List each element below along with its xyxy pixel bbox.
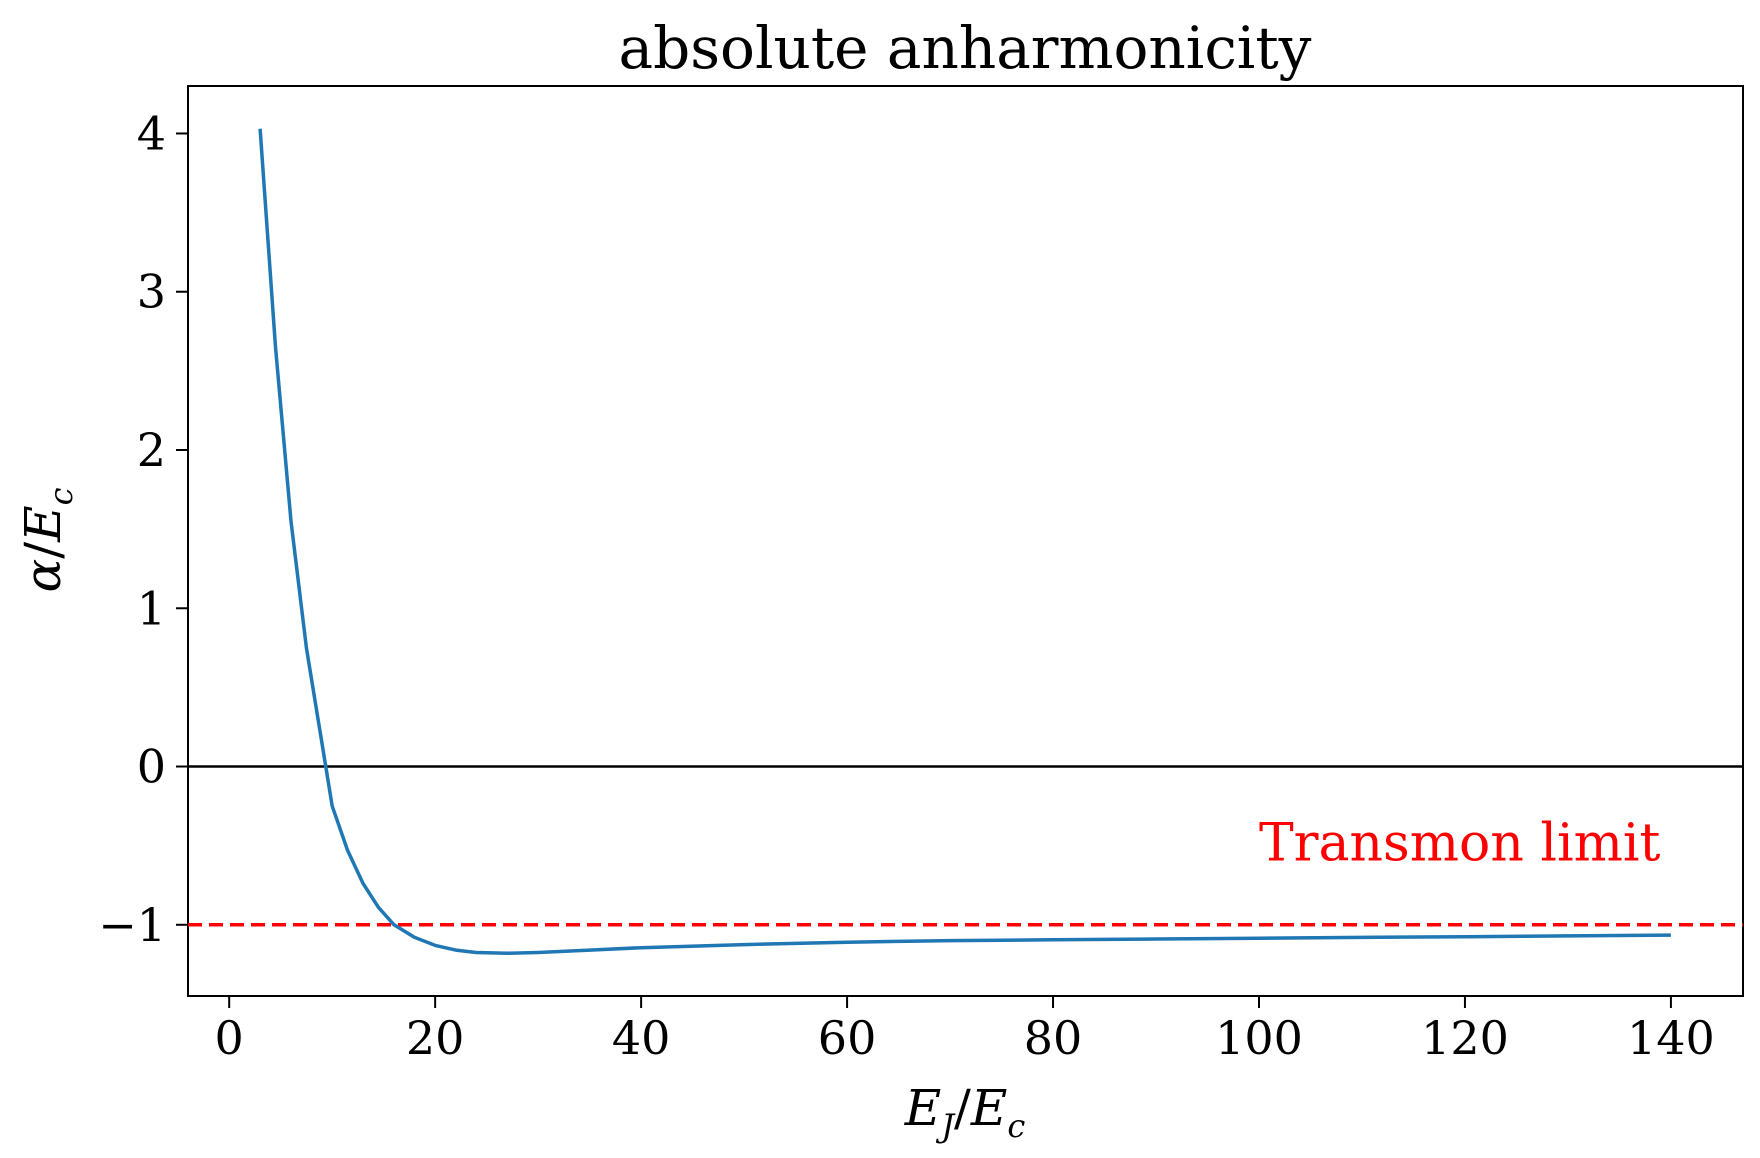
x-tick-label: 60 bbox=[818, 1011, 877, 1065]
y-axis-ticks: 4 3 2 1 0 −1 bbox=[98, 106, 188, 952]
y-axis-title-slash: / bbox=[14, 542, 72, 559]
x-tick-label: 100 bbox=[1215, 1011, 1303, 1065]
transmon-limit-label: Transmon limit bbox=[1259, 813, 1661, 873]
x-tick-label: 0 bbox=[215, 1011, 244, 1065]
y-tick-label: 1 bbox=[137, 581, 166, 635]
annotations: Transmon limit bbox=[1259, 813, 1661, 873]
y-tick-label: 3 bbox=[137, 265, 166, 319]
y-tick-label: −1 bbox=[98, 898, 166, 952]
x-tick-label: 20 bbox=[406, 1011, 465, 1065]
chart-title: absolute anharmonicity bbox=[619, 14, 1312, 82]
y-tick-label: 4 bbox=[137, 106, 166, 160]
y-axis-title-alpha: α bbox=[14, 559, 72, 593]
x-axis-title-e: E bbox=[904, 1079, 942, 1137]
y-tick-label: 0 bbox=[137, 740, 166, 794]
x-axis-title-e2: E bbox=[970, 1079, 1008, 1137]
y-axis-title-e: E bbox=[14, 505, 72, 543]
x-tick-label: 80 bbox=[1024, 1011, 1083, 1065]
x-axis-title-sub-j: J bbox=[935, 1107, 956, 1145]
x-axis-title-slash: / bbox=[954, 1079, 971, 1137]
y-axis-title: α/Ec bbox=[14, 487, 80, 592]
x-axis-title-sub-c: c bbox=[1007, 1107, 1025, 1145]
x-tick-label: 40 bbox=[612, 1011, 671, 1065]
y-axis-title-sub-c: c bbox=[42, 487, 80, 505]
x-axis-ticks: 0 20 40 60 80 100 120 140 bbox=[215, 996, 1715, 1065]
series-group bbox=[258, 128, 1671, 956]
series-line bbox=[258, 128, 1671, 956]
plot-frame bbox=[187, 85, 1744, 997]
y-tick-label: 2 bbox=[137, 423, 166, 477]
x-tick-label: 120 bbox=[1421, 1011, 1509, 1065]
reference-lines bbox=[188, 765, 1743, 927]
x-tick-label: 140 bbox=[1627, 1011, 1715, 1065]
x-axis-title: EJ/Ec bbox=[904, 1079, 1026, 1145]
